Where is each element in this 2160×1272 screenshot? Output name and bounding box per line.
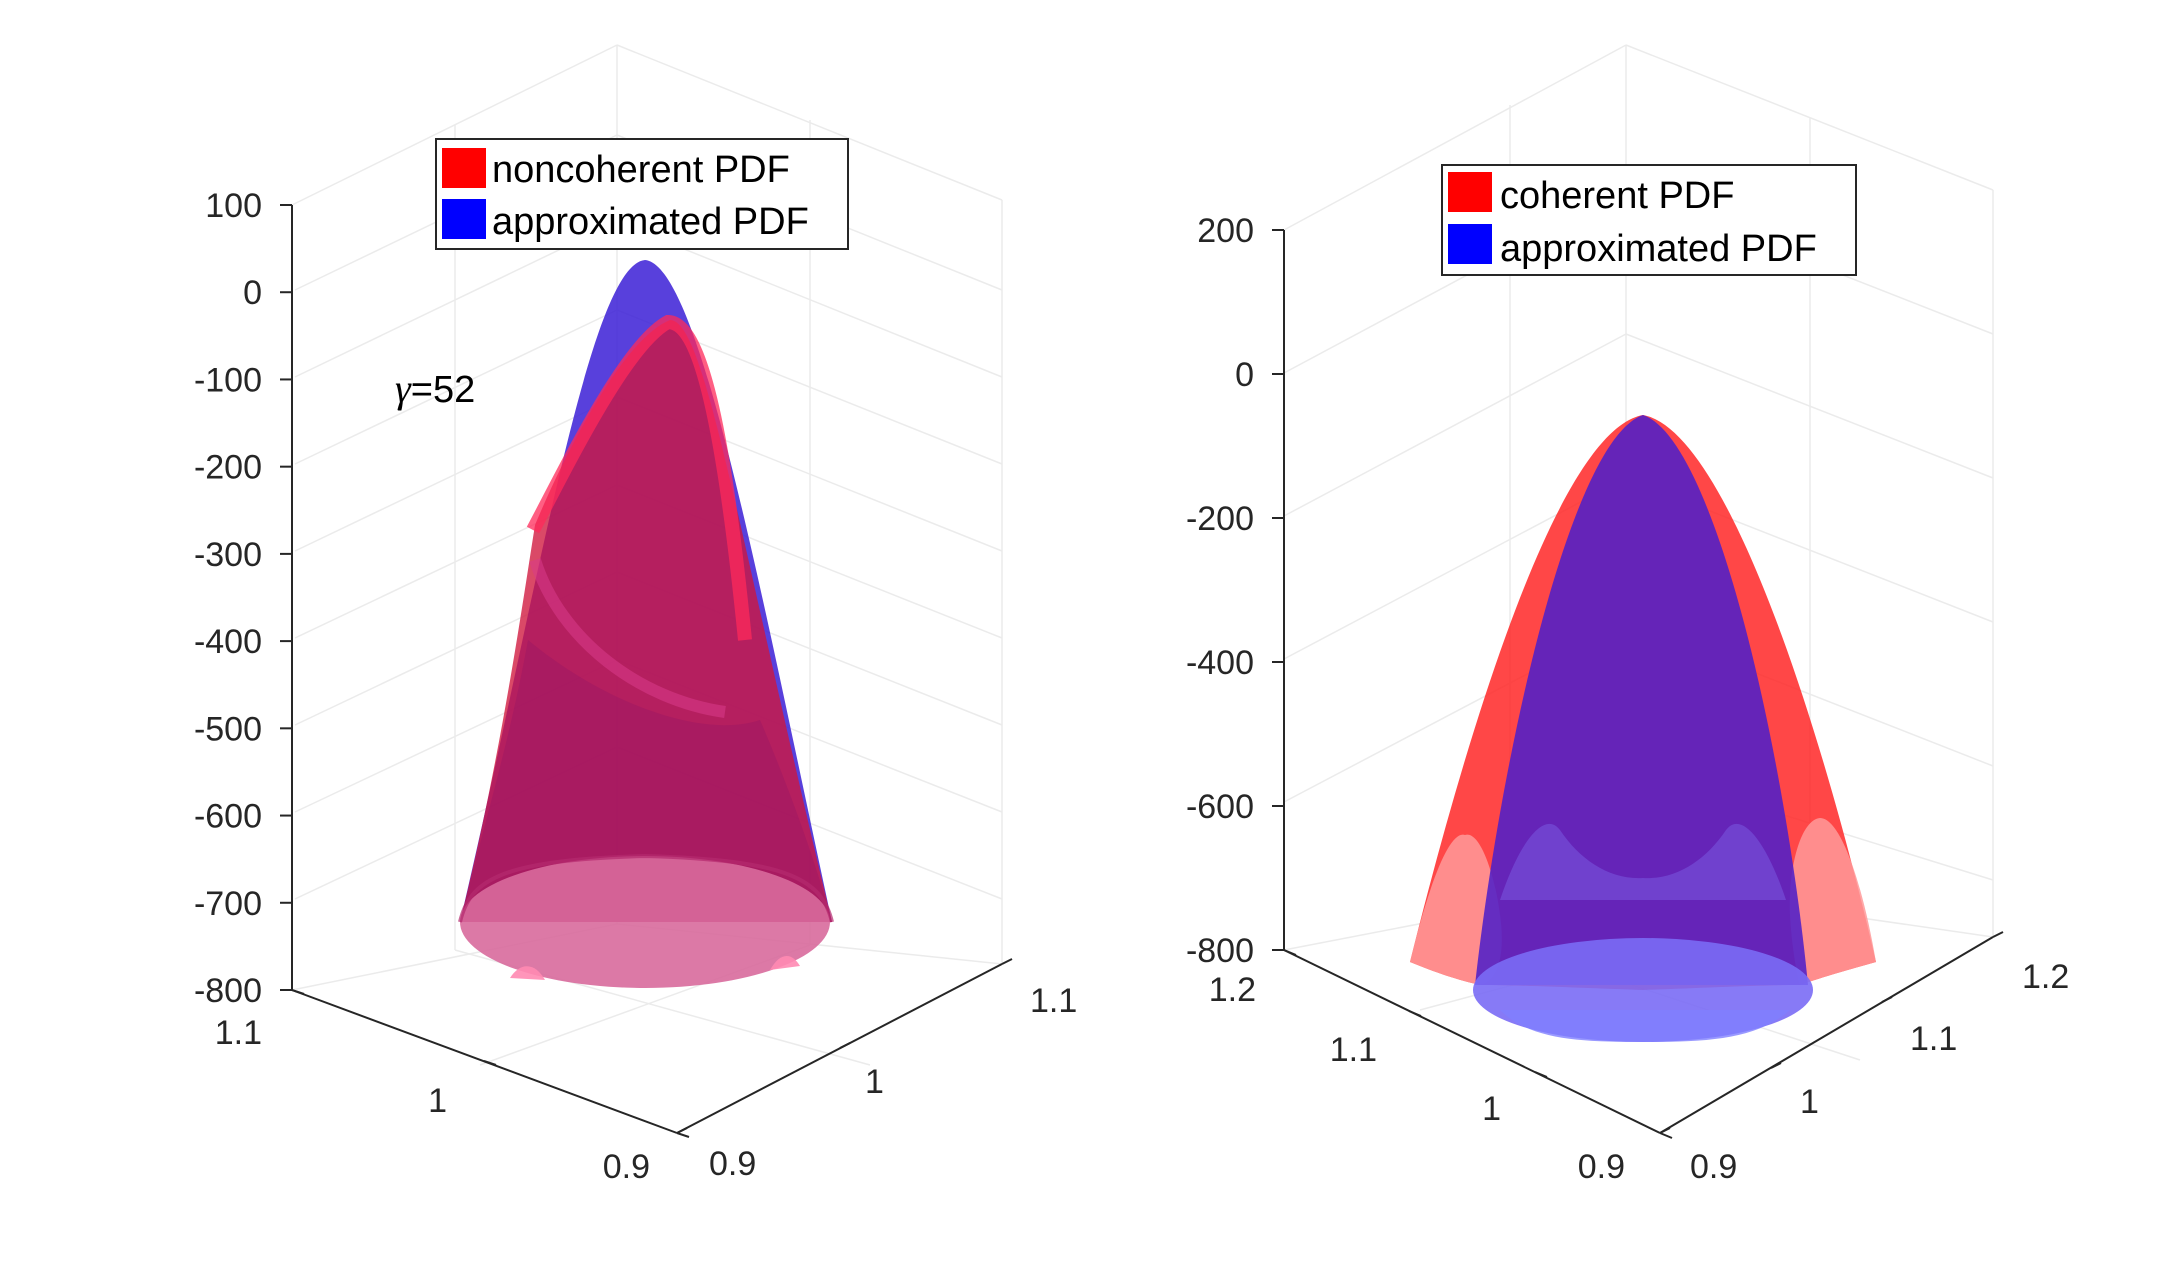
right-legend[interactable]: coherent PDF approximated PDF [1441, 164, 1857, 276]
left-legend[interactable]: noncoherent PDF approximated PDF [435, 138, 849, 250]
right-y-tick-mark [1881, 996, 1893, 1003]
left-legend-swatch-noncoherent [442, 148, 486, 188]
left-legend-box [435, 138, 849, 250]
right-z-tick-label: -200 [1186, 500, 1254, 538]
right-x-tick-label: 0.9 [1578, 1148, 1625, 1186]
left-y-tick-label: 0.9 [709, 1145, 756, 1183]
right-x-tick-label: 1 [1482, 1090, 1501, 1128]
left-x-tick-label: 0.9 [603, 1148, 650, 1186]
left-x-tick-label: 1 [428, 1082, 447, 1120]
left-z-ticks: 100 0 -100 -200 -300 -400 -500 -600 -700 -800 [194, 187, 292, 1010]
left-surfaces [458, 260, 834, 988]
right-x-tick-mark [1534, 1071, 1548, 1078]
left-z-tick-label: -700 [194, 885, 262, 923]
left-z-tick-label: -800 [194, 972, 262, 1010]
right-legend-label-approximated: approximated PDF [1500, 228, 1817, 270]
left-y-tick-label: 1 [865, 1063, 884, 1101]
right-y-axis-line [1659, 936, 1994, 1134]
right-y-tick-mark [1992, 931, 2004, 938]
left-y-tick-mark [839, 1042, 851, 1049]
left-y-axis-line [676, 963, 1003, 1134]
left-base-ellipse [460, 856, 830, 988]
left-z-tick-label: -400 [194, 623, 262, 661]
left-plot: 100 0 -100 -200 -300 -400 -500 -600 -700 -800 1.1… [194, 44, 1077, 1186]
left-legend-swatch-approximated [442, 199, 486, 239]
left-noncoherent-ridge [526, 314, 752, 641]
left-x-tick-label: 1.1 [215, 1014, 262, 1052]
left-edge-lobe-right [770, 955, 800, 970]
left-z-tick-label: 100 [205, 187, 262, 225]
left-edge-lobe-left [510, 966, 545, 980]
left-y-ticks: 0.9 1 1.1 [676, 958, 1077, 1183]
right-y-tick-mark [1659, 1127, 1671, 1134]
right-coherent-lobe-right [1789, 818, 1876, 985]
right-approx-shoulders [1500, 823, 1786, 900]
right-y-tick-label: 1.2 [2022, 958, 2069, 996]
left-z-tick-label: -100 [194, 361, 262, 399]
left-y-tick-mark [676, 1127, 688, 1134]
right-x-tick-mark [1659, 1132, 1673, 1139]
right-z-tick-label: 200 [1197, 212, 1254, 250]
right-y-ticks: 0.9 1 1.1 1.2 [1659, 931, 2069, 1186]
right-base-skirt [1500, 1010, 1790, 1042]
left-x-tick-mark [483, 1060, 497, 1066]
left-legend-label-approximated: approximated PDF [492, 201, 809, 243]
left-y-tick-mark [1001, 958, 1013, 965]
left-z-tick-label: -600 [194, 798, 262, 836]
left-z-tick-label: -300 [194, 536, 262, 574]
left-main-body [460, 640, 832, 922]
right-z-tick-label: -800 [1186, 932, 1254, 970]
left-x-tick-mark [676, 1132, 690, 1138]
gamma-symbol: γ [395, 366, 412, 411]
right-x-tick-label: 1.1 [1330, 1031, 1377, 1069]
right-surfaces [1410, 415, 1876, 1042]
right-legend-swatch-coherent [1448, 172, 1492, 212]
right-x-tick-label: 1.2 [1209, 971, 1256, 1009]
right-legend-swatch-approximated [1448, 224, 1492, 264]
left-inner-ridge [529, 558, 726, 718]
right-coherent-lobe-left [1410, 834, 1502, 985]
right-x-axis-line [1283, 949, 1661, 1134]
gamma-annotation: γ=52 [395, 366, 475, 411]
left-y-tick-label: 1.1 [1030, 982, 1077, 1020]
right-legend-box [1441, 164, 1857, 276]
left-z-tick-label: -500 [194, 710, 262, 748]
right-legend-label-coherent: coherent PDF [1500, 175, 1734, 217]
left-x-tick-mark [291, 989, 305, 995]
right-y-tick-label: 1.1 [1910, 1020, 1957, 1058]
right-x-tick-mark [1283, 949, 1297, 956]
left-z-tick-label: 0 [243, 274, 262, 312]
right-y-tick-label: 1 [1800, 1083, 1819, 1121]
left-z-tick-label: -200 [194, 449, 262, 487]
gamma-value: =52 [411, 369, 475, 411]
right-x-tick-mark [1408, 1010, 1422, 1017]
right-y-tick-mark [1770, 1062, 1782, 1069]
left-x-ticks: 1.1 1 0.9 [215, 989, 690, 1186]
left-base-rim [458, 853, 834, 923]
right-x-ticks: 1.2 1.1 1 0.9 [1209, 949, 1673, 1186]
left-legend-label-noncoherent: noncoherent PDF [492, 149, 790, 191]
right-z-tick-label: -600 [1186, 788, 1254, 826]
right-z-tick-label: -400 [1186, 644, 1254, 682]
right-z-tick-label: 0 [1235, 356, 1254, 394]
right-y-tick-label: 0.9 [1690, 1148, 1737, 1186]
right-z-ticks: 200 0 -200 -400 -600 -800 [1186, 212, 1284, 970]
